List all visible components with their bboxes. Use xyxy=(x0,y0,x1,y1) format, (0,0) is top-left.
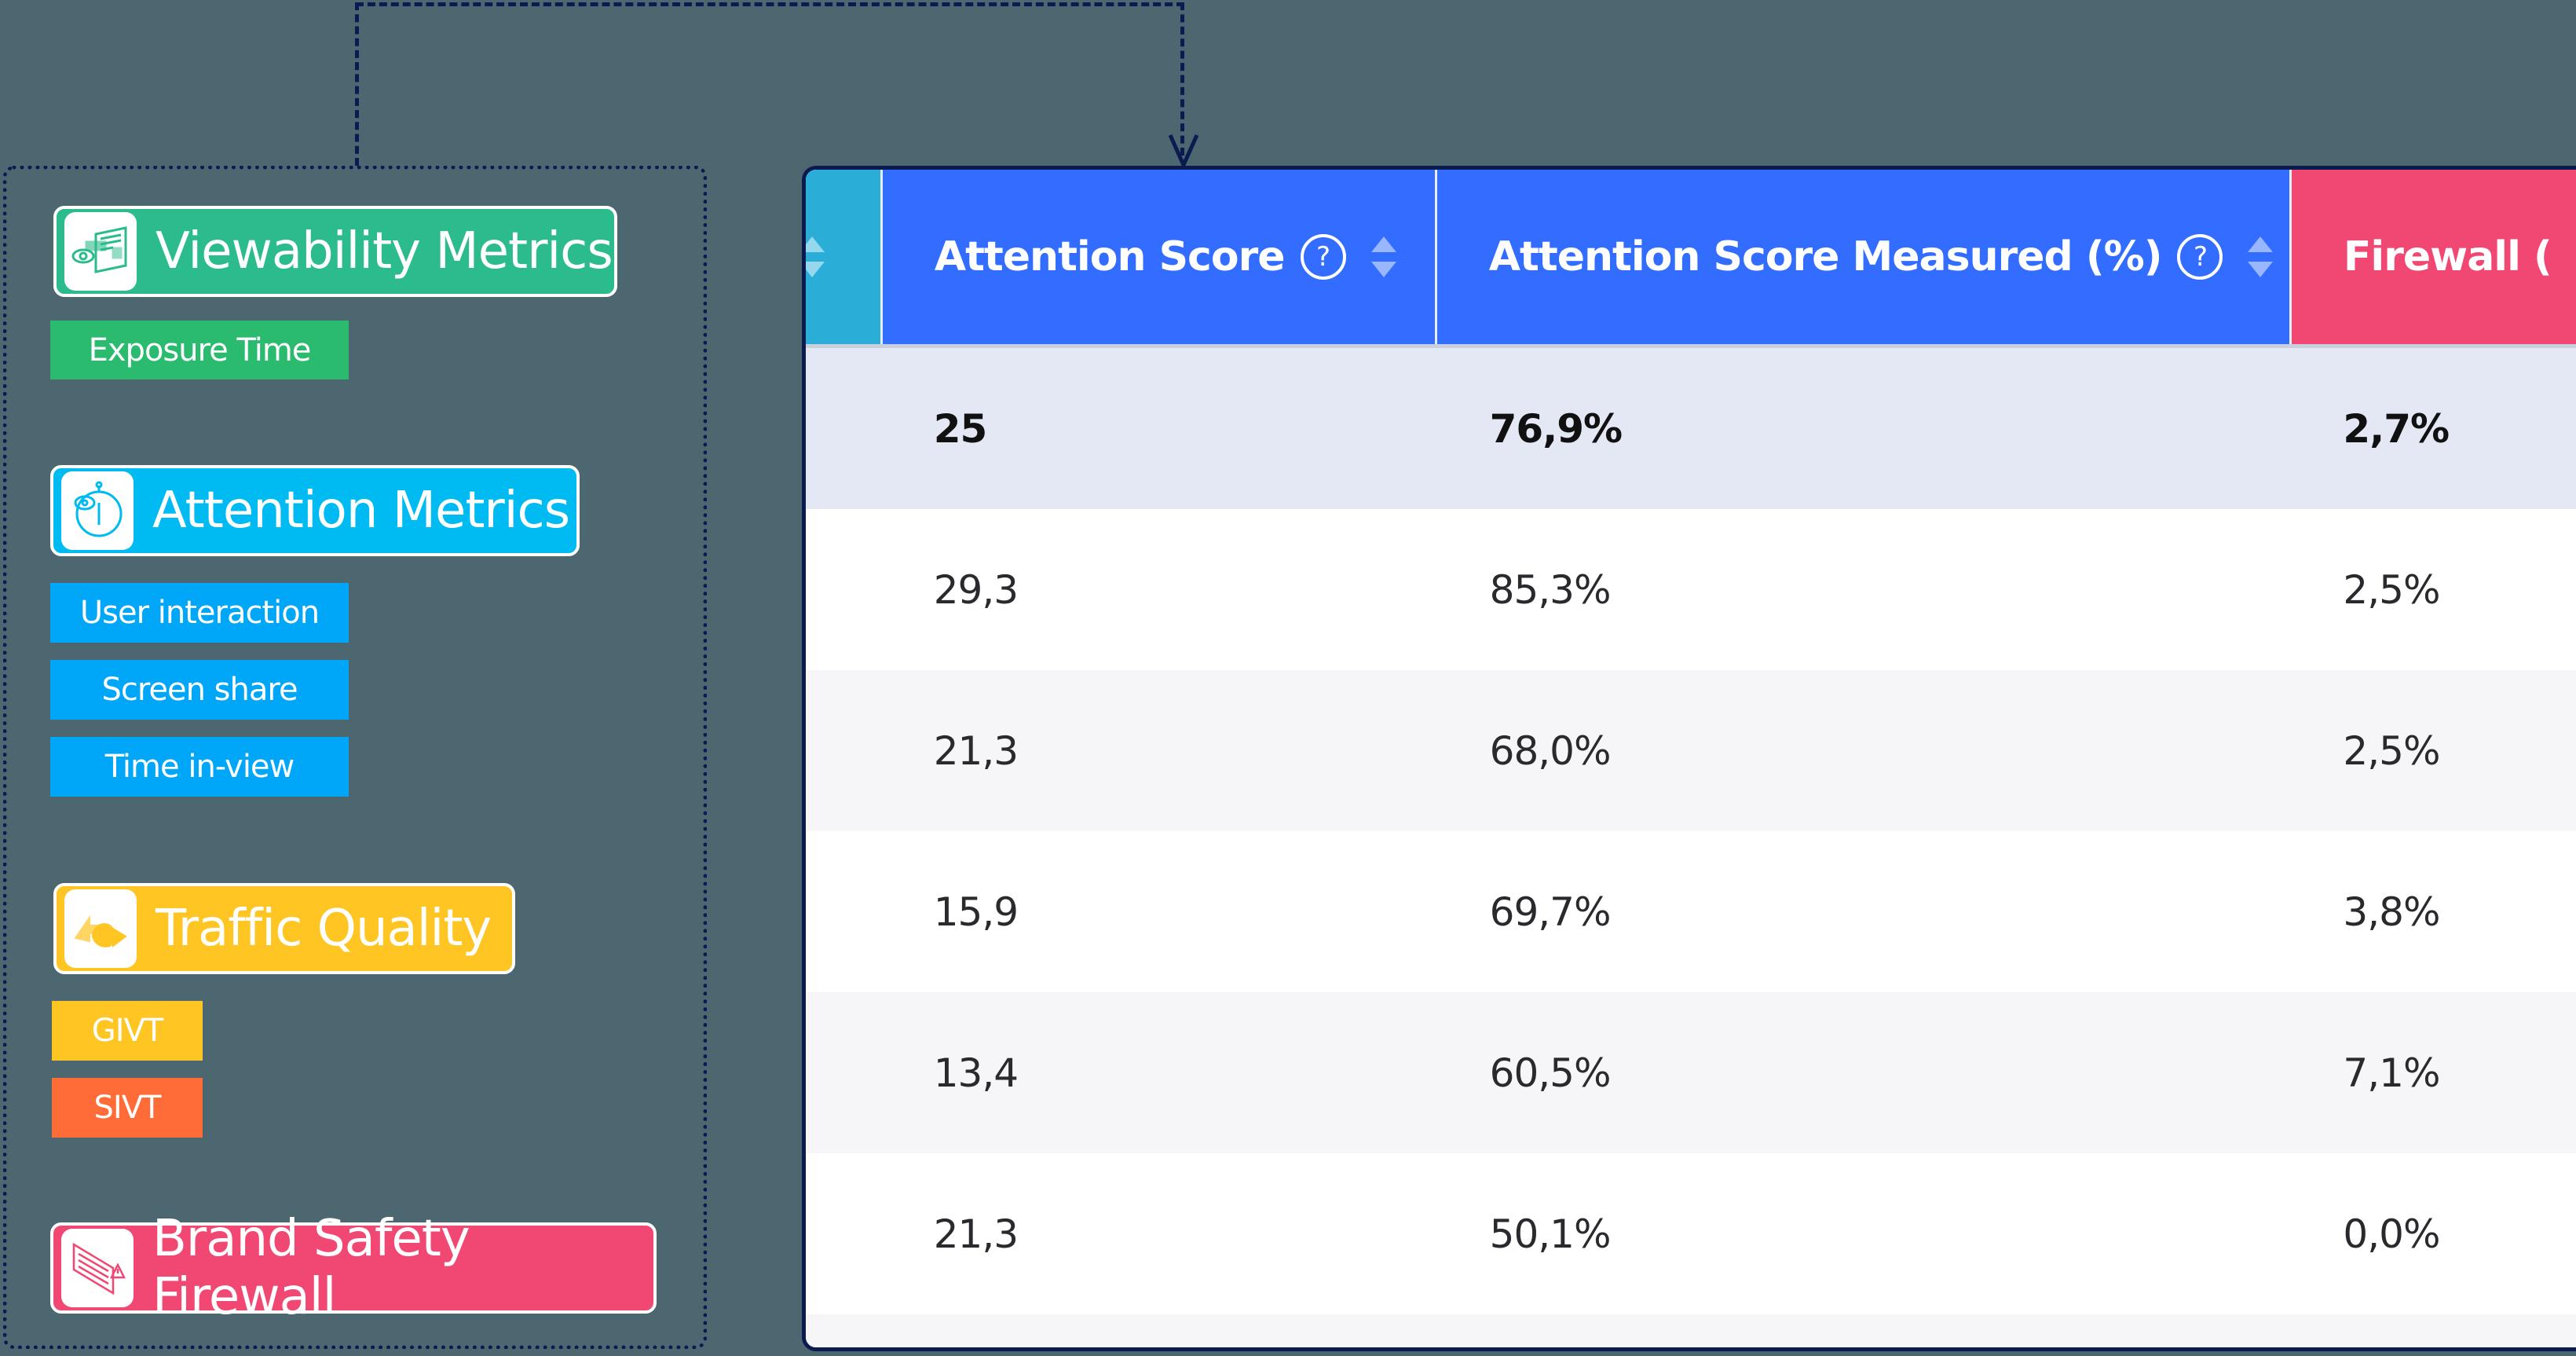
stopwatch-eye-icon xyxy=(61,471,134,550)
help-icon[interactable]: ? xyxy=(2177,234,2223,280)
viewability-metrics-badge: Viewability Metrics xyxy=(53,206,617,297)
chip-givt: GIVT xyxy=(52,1001,203,1061)
firewall-warning-icon xyxy=(61,1229,134,1307)
viewability-metrics-title: Viewability Metrics xyxy=(156,222,613,280)
brand-safety-firewall-badge: Brand Safety Firewall xyxy=(50,1210,657,1326)
cell-attention-measured: 76,9% xyxy=(1489,405,1623,452)
traffic-quality-title: Traffic Quality xyxy=(156,900,492,958)
column-header-attention-score-measured[interactable]: Attention Score Measured (%) ? xyxy=(1434,170,2289,344)
table-row: 21,3 68,0% 2,5% xyxy=(806,670,2576,831)
connector-line-left xyxy=(355,2,359,166)
chip-sivt: SIVT xyxy=(52,1078,203,1138)
sort-icon[interactable] xyxy=(2248,236,2274,277)
table-row: 21,3 50,1% 0,0% xyxy=(806,1153,2576,1314)
table-body: 25 76,9% 2,7% 29,3 85,3% 2,5% 21,3 68,0%… xyxy=(806,348,2576,1347)
attention-data-table: Attention Score ? Attention Score Measur… xyxy=(802,166,2576,1351)
table-header: Attention Score ? Attention Score Measur… xyxy=(806,170,2576,348)
table-row-partial xyxy=(806,1314,2576,1347)
cell-attention-score: 25 xyxy=(933,405,988,452)
brand-safety-firewall-title: Brand Safety Firewall xyxy=(152,1210,470,1326)
attention-metrics-title: Attention Metrics xyxy=(152,482,570,540)
table-total-row: 25 76,9% 2,7% xyxy=(806,348,2576,509)
chip-user-interaction: User interaction xyxy=(50,583,349,643)
attention-metrics-badge: Attention Metrics xyxy=(50,465,580,556)
column-header-attention-score[interactable]: Attention Score ? xyxy=(880,170,1435,344)
traffic-quality-badge: Traffic Quality xyxy=(53,883,515,974)
column-header-hidden[interactable] xyxy=(806,170,880,344)
chip-time-in-view: Time in-view xyxy=(50,737,349,797)
table-row: 13,4 60,5% 7,1% xyxy=(806,992,2576,1153)
table-row: 29,3 85,3% 2,5% xyxy=(806,509,2576,670)
connector-line-right xyxy=(1180,2,1184,156)
chip-exposure-time: Exposure Time xyxy=(50,321,349,379)
help-icon[interactable]: ? xyxy=(1300,234,1346,280)
chip-screen-share: Screen share xyxy=(50,660,349,720)
table-row: 15,9 69,7% 3,8% xyxy=(806,831,2576,992)
metrics-legend-panel xyxy=(3,166,707,1349)
cell-firewall: 2,7% xyxy=(2343,405,2450,452)
arrow-down-icon xyxy=(1168,134,1199,168)
sort-icon[interactable] xyxy=(806,236,825,277)
column-header-firewall[interactable]: Firewall ( xyxy=(2289,170,2576,344)
connector-line-top xyxy=(356,2,1184,6)
sort-icon[interactable] xyxy=(1370,236,1396,277)
traffic-arrows-icon xyxy=(64,889,137,968)
eye-screen-icon xyxy=(64,212,137,291)
